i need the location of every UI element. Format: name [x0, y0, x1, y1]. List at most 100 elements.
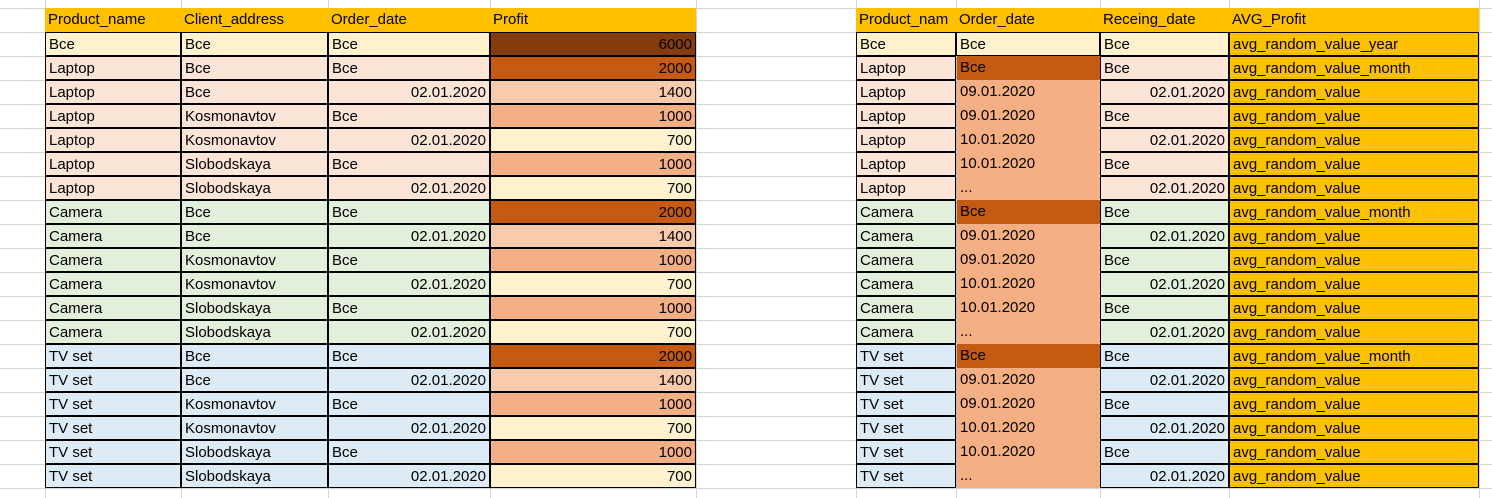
order-date-cell[interactable]: 02.01.2020 — [328, 80, 490, 104]
product-name-header[interactable]: Product_nam — [856, 8, 956, 32]
receiving-date-cell[interactable]: 02.01.2020 — [1100, 272, 1229, 296]
product-name-cell[interactable]: Camera — [45, 224, 181, 248]
client-address-cell[interactable]: Slobodskaya — [181, 296, 328, 320]
receiving-date-cell[interactable]: Все — [1100, 296, 1229, 320]
order-date-cell[interactable]: Все — [956, 200, 1100, 224]
avg-profit-cell[interactable]: avg_random_value — [1229, 416, 1479, 440]
client-address-cell[interactable]: Kosmonavtov — [181, 416, 328, 440]
product-name-cell[interactable]: Laptop — [856, 56, 956, 80]
order-date-cell[interactable]: Все — [328, 152, 490, 176]
order-date-cell[interactable]: 02.01.2020 — [328, 464, 490, 488]
order-date-cell[interactable]: 02.01.2020 — [328, 128, 490, 152]
avg-profit-cell[interactable]: avg_random_value — [1229, 320, 1479, 344]
avg-profit-cell[interactable]: avg_random_value — [1229, 248, 1479, 272]
product-name-cell[interactable]: Camera — [45, 272, 181, 296]
avg-profit-cell[interactable]: avg_random_value — [1229, 296, 1479, 320]
profit-cell[interactable]: 1000 — [490, 440, 696, 464]
receiving-date-cell[interactable]: 02.01.2020 — [1100, 320, 1229, 344]
avg-profit-cell[interactable]: avg_random_value — [1229, 176, 1479, 200]
product-name-cell[interactable]: Camera — [856, 200, 956, 224]
order-date-cell[interactable]: ... — [956, 176, 1100, 200]
product-name-cell[interactable]: Camera — [856, 296, 956, 320]
order-date-cell[interactable]: Все — [328, 104, 490, 128]
order-date-cell[interactable]: Все — [328, 200, 490, 224]
order-date-cell[interactable]: Все — [956, 32, 1100, 56]
client-address-cell[interactable]: Все — [181, 368, 328, 392]
client-address-cell[interactable]: Slobodskaya — [181, 320, 328, 344]
order-date-cell[interactable]: 09.01.2020 — [956, 104, 1100, 128]
product-name-cell[interactable]: Camera — [856, 272, 956, 296]
avg-profit-cell[interactable]: avg_random_value_year — [1229, 32, 1479, 56]
client-address-cell[interactable]: Все — [181, 80, 328, 104]
order-date-cell[interactable]: 02.01.2020 — [328, 416, 490, 440]
avg-profit-cell[interactable]: avg_random_value — [1229, 464, 1479, 488]
product-name-cell[interactable]: Laptop — [45, 128, 181, 152]
order-date-cell[interactable]: 10.01.2020 — [956, 416, 1100, 440]
product-name-cell[interactable]: TV set — [45, 368, 181, 392]
receiving-date-cell[interactable]: Все — [1100, 248, 1229, 272]
client-address-header[interactable]: Client_address — [181, 8, 328, 32]
receiving-date-cell[interactable]: 02.01.2020 — [1100, 416, 1229, 440]
order-date-cell[interactable]: 02.01.2020 — [328, 176, 490, 200]
profit-cell[interactable]: 1000 — [490, 248, 696, 272]
profit-cell[interactable]: 700 — [490, 464, 696, 488]
receiving-date-cell[interactable]: 02.01.2020 — [1100, 80, 1229, 104]
product-name-cell[interactable]: Camera — [856, 320, 956, 344]
product-name-cell[interactable]: Camera — [856, 224, 956, 248]
order-date-header[interactable]: Order_date — [328, 8, 490, 32]
client-address-cell[interactable]: Kosmonavtov — [181, 272, 328, 296]
profit-cell[interactable]: 2000 — [490, 56, 696, 80]
receiving-date-cell[interactable]: 02.01.2020 — [1100, 464, 1229, 488]
client-address-cell[interactable]: Kosmonavtov — [181, 248, 328, 272]
product-name-cell[interactable]: Все — [856, 32, 956, 56]
product-name-cell[interactable]: Laptop — [45, 80, 181, 104]
product-name-cell[interactable]: Camera — [45, 248, 181, 272]
profit-cell[interactable]: 700 — [490, 272, 696, 296]
profit-header[interactable]: Profit — [490, 8, 696, 32]
avg-profit-cell[interactable]: avg_random_value_month — [1229, 56, 1479, 80]
receiving-date-cell[interactable]: Все — [1100, 152, 1229, 176]
order-date-cell[interactable]: 09.01.2020 — [956, 224, 1100, 248]
receiving-date-cell[interactable]: 02.01.2020 — [1100, 128, 1229, 152]
profit-cell[interactable]: 1000 — [490, 104, 696, 128]
avg-profit-cell[interactable]: avg_random_value — [1229, 224, 1479, 248]
order-date-cell[interactable]: 02.01.2020 — [328, 320, 490, 344]
product-name-cell[interactable]: Camera — [45, 200, 181, 224]
product-name-cell[interactable]: TV set — [856, 440, 956, 464]
profit-cell[interactable]: 1400 — [490, 368, 696, 392]
order-date-cell[interactable]: Все — [328, 392, 490, 416]
avg-profit-cell[interactable]: avg_random_value_month — [1229, 344, 1479, 368]
receiving-date-cell[interactable]: 02.01.2020 — [1100, 176, 1229, 200]
product-name-cell[interactable]: Laptop — [45, 56, 181, 80]
profit-cell[interactable]: 1400 — [490, 80, 696, 104]
product-name-cell[interactable]: Laptop — [856, 80, 956, 104]
order-date-cell[interactable]: Все — [956, 344, 1100, 368]
profit-cell[interactable]: 2000 — [490, 200, 696, 224]
product-name-cell[interactable]: Laptop — [856, 128, 956, 152]
receiving-date-cell[interactable]: Все — [1100, 104, 1229, 128]
receiving-date-cell[interactable]: 02.01.2020 — [1100, 224, 1229, 248]
product-name-cell[interactable]: TV set — [45, 440, 181, 464]
avg-profit-cell[interactable]: avg_random_value — [1229, 440, 1479, 464]
product-name-cell[interactable]: TV set — [856, 368, 956, 392]
product-name-cell[interactable]: Все — [45, 32, 181, 56]
client-address-cell[interactable]: Kosmonavtov — [181, 392, 328, 416]
order-date-cell[interactable]: Все — [328, 344, 490, 368]
product-name-cell[interactable]: Laptop — [856, 152, 956, 176]
client-address-cell[interactable]: Slobodskaya — [181, 464, 328, 488]
receiving-date-cell[interactable]: Все — [1100, 440, 1229, 464]
profit-cell[interactable]: 700 — [490, 128, 696, 152]
order-date-cell[interactable]: 10.01.2020 — [956, 152, 1100, 176]
avg-profit-cell[interactable]: avg_random_value — [1229, 80, 1479, 104]
order-date-cell[interactable]: ... — [956, 320, 1100, 344]
client-address-cell[interactable]: Kosmonavtov — [181, 128, 328, 152]
product-name-cell[interactable]: Laptop — [45, 152, 181, 176]
product-name-cell[interactable]: Camera — [45, 320, 181, 344]
order-date-cell[interactable]: 02.01.2020 — [328, 272, 490, 296]
client-address-cell[interactable]: Все — [181, 224, 328, 248]
profit-cell[interactable]: 700 — [490, 176, 696, 200]
product-name-cell[interactable]: TV set — [45, 392, 181, 416]
profit-cell[interactable]: 1000 — [490, 392, 696, 416]
order-date-cell[interactable]: Все — [328, 296, 490, 320]
order-date-cell[interactable]: 02.01.2020 — [328, 368, 490, 392]
